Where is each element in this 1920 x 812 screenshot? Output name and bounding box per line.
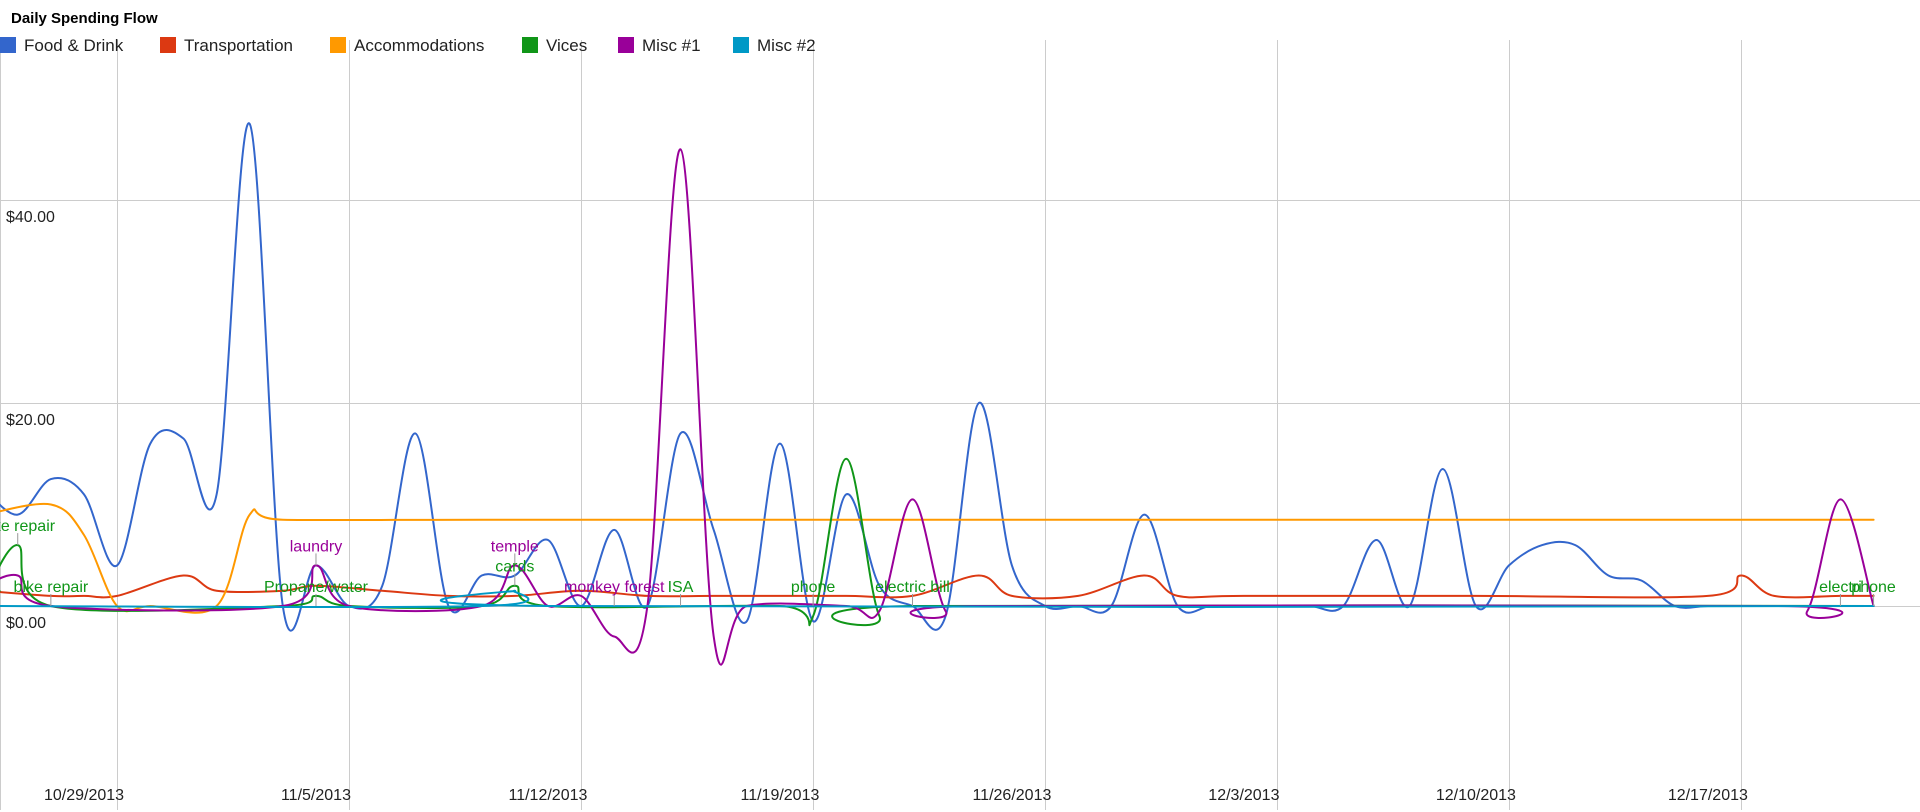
annotation-label: Propane/water xyxy=(264,579,369,596)
x-tick-label: 12/17/2013 xyxy=(1668,787,1748,804)
legend-layer: Food & Drink Transportation Accommodations… xyxy=(0,36,816,55)
annotation-label: bike repair xyxy=(14,579,89,596)
annotation-label: phone xyxy=(1851,579,1896,596)
legend-item[interactable]: Accommodations xyxy=(330,36,484,55)
series-line-misc-2 xyxy=(0,589,1875,609)
y-tick-label: $0.00 xyxy=(6,615,46,632)
annotation-label: phone xyxy=(791,579,836,596)
legend-item[interactable]: Vices xyxy=(522,36,587,55)
annotation-label: monkey forest xyxy=(564,579,665,596)
legend-label: Accommodations xyxy=(354,36,484,55)
x-tick-label: 12/3/2013 xyxy=(1208,787,1279,804)
x-tick-label: 12/10/2013 xyxy=(1436,787,1516,804)
series-line-food-drink xyxy=(0,122,1875,632)
legend-item[interactable]: Misc #2 xyxy=(733,36,816,55)
x-tick-label: 11/5/2013 xyxy=(281,787,351,804)
series-line-misc-1 xyxy=(0,148,1875,666)
legend-swatch xyxy=(618,37,634,53)
annotation-label: bike repair xyxy=(0,518,56,535)
legend-label: Food & Drink xyxy=(24,36,124,55)
annotation-label: laundry xyxy=(290,538,342,555)
annotation-label: cards xyxy=(495,559,534,576)
legend-item[interactable]: Transportation xyxy=(160,36,293,55)
legend-item[interactable]: Food & Drink xyxy=(0,36,124,55)
axis-label-layer: $0.00 $20.00 $40.00 10/29/2013 11/5/2013 11/1… xyxy=(6,209,1748,804)
series-line-transportation xyxy=(0,574,1875,600)
x-tick-label: 10/29/2013 xyxy=(44,787,124,804)
legend-swatch xyxy=(330,37,346,53)
legend-label: Misc #1 xyxy=(642,36,701,55)
legend-item[interactable]: Misc #1 xyxy=(618,36,701,55)
annotation-label: electric bill xyxy=(875,579,950,596)
annotation-label: electri xyxy=(1819,579,1862,596)
legend-label: Transportation xyxy=(184,36,293,55)
chart-title: Daily Spending Flow xyxy=(11,10,158,27)
annotation-layer: bike repair e/c... bike repair laundry Propa… xyxy=(0,518,1896,606)
legend-label: Vices xyxy=(546,36,587,55)
annotation-label: e/c... xyxy=(0,579,2,596)
x-tick-label: 11/12/2013 xyxy=(509,787,588,804)
y-tick-label: $40.00 xyxy=(6,209,55,226)
legend-swatch xyxy=(160,37,176,53)
legend-swatch xyxy=(522,37,538,53)
legend-swatch xyxy=(0,37,16,53)
annotation-label: temple xyxy=(491,538,539,555)
x-tick-label: 11/26/2013 xyxy=(972,787,1051,804)
grid-layer xyxy=(0,40,1920,810)
x-tick-label: 11/19/2013 xyxy=(740,787,819,804)
annotation-label: ISA xyxy=(668,579,694,596)
series-layer xyxy=(0,122,1875,666)
legend-label: Misc #2 xyxy=(757,36,816,55)
y-tick-label: $20.00 xyxy=(6,412,55,429)
legend-swatch xyxy=(733,37,749,53)
